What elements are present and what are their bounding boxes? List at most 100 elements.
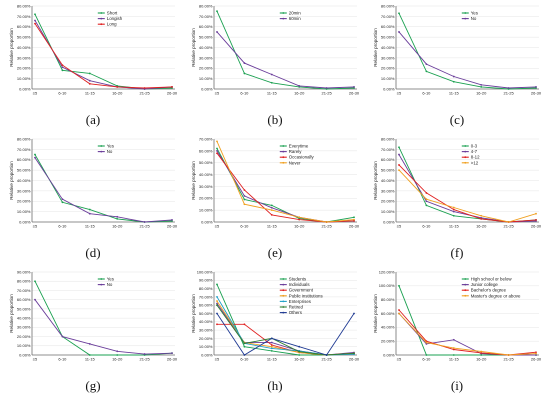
y-tick-label: 30.00% bbox=[17, 55, 31, 60]
legend-marker bbox=[100, 283, 103, 286]
y-tick-label: 90.00% bbox=[199, 278, 213, 283]
y-tick-label: 100.00% bbox=[379, 283, 395, 288]
x-tick-label: 21-25 bbox=[139, 91, 150, 96]
y-tick-label: 40.00% bbox=[199, 45, 213, 50]
legend-marker bbox=[464, 17, 467, 20]
data-point bbox=[34, 22, 36, 25]
data-point bbox=[425, 341, 428, 344]
data-point bbox=[243, 354, 246, 356]
data-point bbox=[425, 204, 428, 207]
data-point bbox=[507, 221, 510, 223]
y-tick-label: 10.00% bbox=[17, 76, 31, 81]
y-tick-label: 40.00% bbox=[17, 178, 31, 183]
y-tick-label: 50.00% bbox=[199, 35, 213, 40]
data-point bbox=[425, 192, 428, 194]
y-axis-label: Relative proportion bbox=[9, 28, 14, 67]
x-tick-label: 6-10 bbox=[240, 224, 249, 229]
series-line-1 bbox=[216, 31, 355, 89]
data-point bbox=[535, 219, 537, 221]
x-tick-label: ≤5 bbox=[397, 357, 402, 362]
data-point bbox=[452, 80, 455, 83]
data-point bbox=[452, 347, 455, 349]
chart-i: 0.00% 20.00% 40.00% 60.00% 80.00% 100.00% 120.… bbox=[373, 269, 542, 393]
y-tick-label: 10.00% bbox=[381, 209, 395, 214]
x-tick-label: 11-15 bbox=[267, 224, 278, 229]
data-point bbox=[270, 345, 273, 348]
data-point bbox=[34, 280, 36, 283]
y-tick-label: 20.00% bbox=[381, 66, 395, 71]
x-tick-label: 11-15 bbox=[85, 357, 96, 362]
legend-label: No bbox=[107, 149, 113, 154]
x-tick-label: 6-10 bbox=[422, 91, 431, 96]
legend-label: 20min bbox=[289, 11, 302, 16]
x-tick-label: 11-15 bbox=[85, 224, 96, 229]
data-point bbox=[116, 350, 119, 353]
data-point bbox=[535, 352, 537, 355]
data-point bbox=[452, 354, 455, 356]
chart-f: 0.00% 10.00% 20.00% 30.00% 40.00% 50.00% 60.00… bbox=[373, 136, 542, 260]
data-point bbox=[270, 206, 273, 209]
x-tick-label: 21-25 bbox=[503, 224, 514, 229]
legend-marker bbox=[464, 278, 467, 280]
y-tick-label: 50.00% bbox=[17, 35, 31, 40]
x-tick-label: 11-15 bbox=[449, 224, 460, 229]
data-point bbox=[353, 216, 355, 219]
data-point bbox=[116, 354, 119, 356]
y-tick-label: 60.00% bbox=[17, 297, 31, 302]
y-tick-label: 80.00% bbox=[381, 3, 395, 8]
data-point bbox=[425, 354, 428, 356]
y-axis-label: Relative proportion bbox=[9, 294, 14, 333]
x-tick-label: 21-25 bbox=[503, 91, 514, 96]
data-point bbox=[535, 351, 537, 354]
data-point bbox=[34, 19, 36, 22]
legend-label: 60min bbox=[289, 16, 302, 21]
series-line-2 bbox=[217, 323, 355, 356]
data-point bbox=[480, 86, 483, 88]
chart-e: 0.00% 10.00% 20.00% 30.00% 40.00% 50.00% 60.00… bbox=[191, 136, 360, 260]
data-point bbox=[270, 337, 273, 340]
legend-marker bbox=[100, 278, 103, 280]
y-tick-label: 30.00% bbox=[199, 328, 213, 333]
series-line-0 bbox=[398, 13, 537, 90]
legend-marker bbox=[464, 156, 467, 159]
y-tick-label: 50.00% bbox=[381, 35, 395, 40]
chart-c: 0.00% 10.00% 20.00% 30.00% 40.00% 50.00% 60.00… bbox=[373, 3, 542, 127]
data-point bbox=[116, 86, 119, 88]
series-line-0 bbox=[34, 14, 173, 90]
y-tick-label: 0.00% bbox=[383, 219, 395, 224]
legend-marker bbox=[100, 145, 103, 147]
data-point bbox=[353, 218, 355, 221]
data-point bbox=[270, 344, 273, 346]
data-point bbox=[398, 309, 400, 311]
legend-label: Yes bbox=[471, 11, 479, 16]
data-point bbox=[398, 164, 400, 166]
y-tick-label: 40.00% bbox=[199, 319, 213, 324]
y-tick-label: 30.00% bbox=[381, 55, 395, 60]
y-tick-label: 80.00% bbox=[381, 136, 395, 141]
y-tick-label: 90.00% bbox=[17, 269, 31, 274]
y-tick-label: 50.00% bbox=[381, 168, 395, 173]
legend-label: 8-12 bbox=[471, 155, 480, 160]
y-tick-label: 70.00% bbox=[17, 14, 31, 19]
x-tick-label: 11-15 bbox=[449, 91, 460, 96]
data-point bbox=[270, 81, 273, 84]
series-line-2 bbox=[398, 164, 537, 223]
x-tick-label: 6-10 bbox=[240, 91, 249, 96]
y-tick-label: 70.00% bbox=[17, 147, 31, 152]
data-point bbox=[216, 304, 218, 307]
data-point bbox=[270, 349, 273, 352]
chart-caption: (e) bbox=[268, 245, 282, 260]
x-tick-label: ≤5 bbox=[33, 91, 38, 96]
chart-a: 0.00% 10.00% 20.00% 30.00% 40.00% 50.00% 60.00… bbox=[9, 3, 178, 127]
legend-label: No bbox=[107, 282, 113, 287]
data-point bbox=[61, 335, 64, 338]
y-tick-label: 80.00% bbox=[17, 279, 31, 284]
data-point bbox=[243, 342, 246, 345]
y-tick-label: 20.00% bbox=[199, 66, 213, 71]
x-tick-label: 6-10 bbox=[58, 357, 67, 362]
data-point bbox=[270, 213, 273, 216]
x-tick-label: 11-15 bbox=[267, 357, 278, 362]
legend-marker bbox=[464, 294, 467, 297]
data-point bbox=[452, 206, 455, 209]
